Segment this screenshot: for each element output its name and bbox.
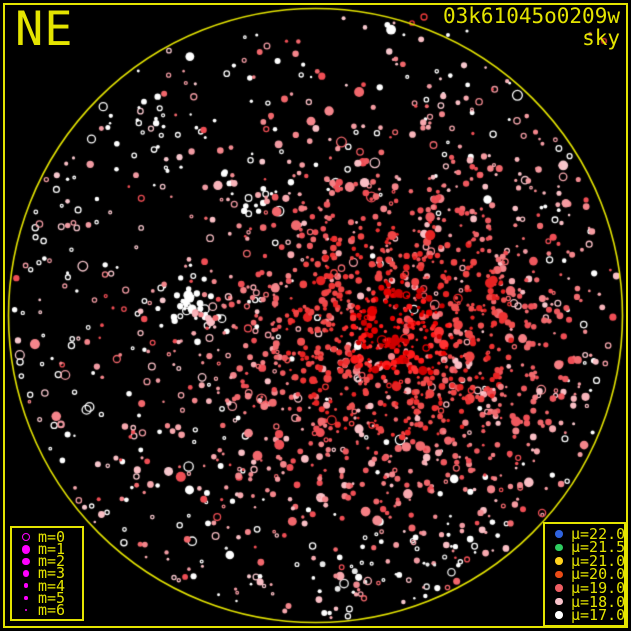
legend-label: m=0 xyxy=(38,528,66,547)
legend-row: m=4 xyxy=(17,576,82,595)
legend-label: μ=18.0 xyxy=(571,592,626,611)
mu-swatch-icon xyxy=(555,597,563,606)
magnitude-swatch-cell xyxy=(17,532,35,542)
mu-swatch-cell xyxy=(550,570,568,579)
legend-label: m=6 xyxy=(38,600,66,619)
legend-row: μ=21.0 xyxy=(550,551,626,570)
mu-swatch-icon xyxy=(555,584,563,592)
magnitude-size-legend: m=0 m=1 m=2 m=3 m=4 m=5 m=6 xyxy=(10,526,84,621)
magnitude-swatch-icon xyxy=(22,557,30,566)
magnitude-swatch-cell xyxy=(17,570,35,577)
legend-label: m=5 xyxy=(38,588,66,607)
surface-brightness-color-legend: μ=22.0 μ=21.5 μ=21.0 μ=20.0 μ=19.0 μ=18.… xyxy=(543,522,626,627)
legend-label: m=3 xyxy=(38,564,66,583)
legend-row: μ=17.0 xyxy=(550,606,626,625)
magnitude-swatch-icon xyxy=(24,608,28,611)
mu-swatch-cell xyxy=(550,611,568,619)
legend-label: μ=17.0 xyxy=(571,606,626,625)
plot-subtitle: sky xyxy=(582,26,620,50)
legend-label: μ=21.5 xyxy=(571,538,626,557)
legend-label: m=1 xyxy=(38,540,66,559)
magnitude-swatch-icon xyxy=(24,595,28,600)
mu-swatch-icon xyxy=(555,557,563,565)
plot-title: 03k61045o0209w xyxy=(442,4,620,28)
legend-row: m=1 xyxy=(17,540,82,559)
legend-label: μ=20.0 xyxy=(571,565,626,584)
mu-swatch-cell xyxy=(550,557,568,565)
legend-row: m=6 xyxy=(17,600,82,619)
magnitude-swatch-cell xyxy=(17,557,35,566)
orientation-label: NE xyxy=(15,2,74,57)
magnitude-swatch-icon xyxy=(21,532,31,542)
legend-label: μ=19.0 xyxy=(571,579,626,598)
magnitude-swatch-cell xyxy=(17,608,35,611)
legend-label: m=2 xyxy=(38,552,66,571)
mu-swatch-cell xyxy=(550,597,568,606)
legend-row: μ=21.5 xyxy=(550,538,626,557)
legend-label: μ=21.0 xyxy=(571,551,626,570)
mu-swatch-icon xyxy=(555,611,563,619)
title-block: 03k61045o0209w sky xyxy=(443,5,620,49)
legend-row: μ=20.0 xyxy=(550,565,626,584)
mu-swatch-cell xyxy=(550,543,568,552)
magnitude-swatch-icon xyxy=(22,570,30,577)
legend-row: μ=18.0 xyxy=(550,592,626,611)
magnitude-swatch-cell xyxy=(17,544,35,554)
mu-swatch-icon xyxy=(555,529,563,538)
legend-label: μ=22.0 xyxy=(571,524,626,543)
mu-swatch-cell xyxy=(550,529,568,538)
legend-row: μ=19.0 xyxy=(550,579,626,598)
legend-row: m=2 xyxy=(17,552,82,571)
legend-row: μ=22.0 xyxy=(550,524,626,543)
mu-swatch-icon xyxy=(555,543,563,552)
legend-row: m=3 xyxy=(17,564,82,583)
legend-label: m=4 xyxy=(38,576,66,595)
magnitude-swatch-icon xyxy=(23,583,29,589)
legend-row: m=0 xyxy=(17,528,82,547)
legend-row: m=5 xyxy=(17,588,82,607)
mu-swatch-cell xyxy=(550,584,568,592)
magnitude-swatch-cell xyxy=(17,583,35,589)
magnitude-swatch-icon xyxy=(21,544,31,554)
mu-swatch-icon xyxy=(555,570,563,579)
magnitude-swatch-cell xyxy=(17,595,35,600)
